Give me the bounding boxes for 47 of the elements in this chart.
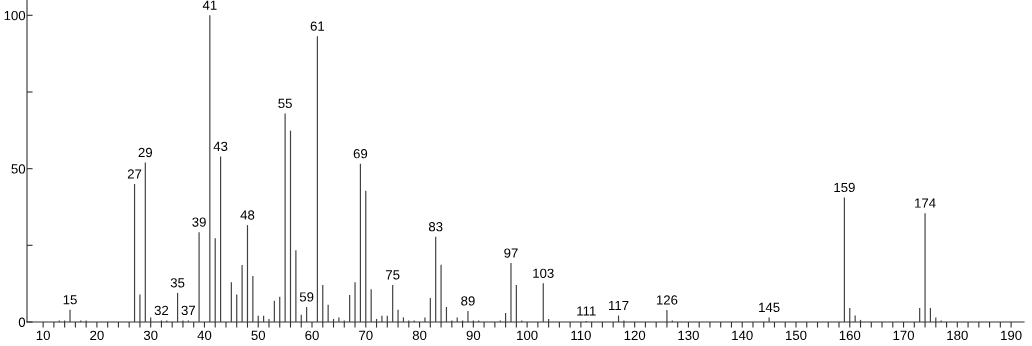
annotation: 75 bbox=[386, 270, 400, 280]
x-tick-label: 30 bbox=[143, 330, 158, 341]
x-tick-label: 130 bbox=[678, 330, 699, 341]
annotation: 55 bbox=[278, 98, 292, 109]
annotation: 61 bbox=[310, 21, 325, 31]
annotation: 15 bbox=[63, 295, 77, 305]
annotation: 48 bbox=[240, 210, 255, 220]
y-tick-label: 0 bbox=[18, 317, 26, 327]
x-tick-label: 80 bbox=[412, 330, 427, 341]
annotation: 35 bbox=[170, 278, 185, 288]
annotation: 117 bbox=[609, 300, 629, 311]
x-tick-label: 160 bbox=[839, 330, 861, 341]
annotation: 174 bbox=[915, 198, 936, 208]
x-tick-label: 100 bbox=[517, 330, 538, 341]
annotation: 43 bbox=[213, 141, 228, 152]
annotation: 126 bbox=[656, 295, 678, 305]
annotation: 39 bbox=[192, 217, 206, 227]
x-tick-label: 50 bbox=[251, 330, 266, 341]
x-tick-label: 180 bbox=[947, 330, 968, 341]
x-tick-label: 60 bbox=[305, 330, 319, 341]
x-tick-label: 140 bbox=[732, 330, 753, 341]
x-tick-label: 150 bbox=[785, 330, 807, 341]
x-tick-label: 110 bbox=[571, 330, 591, 341]
y-tick-label: 100 bbox=[4, 10, 26, 21]
annotation: 59 bbox=[299, 292, 314, 302]
annotation: 103 bbox=[533, 268, 554, 278]
y-tick-label: 50 bbox=[11, 164, 26, 174]
annotation: 27 bbox=[127, 169, 142, 179]
annotation: 97 bbox=[504, 248, 518, 258]
x-tick-label: 90 bbox=[466, 330, 481, 341]
x-tick-label: 40 bbox=[197, 330, 212, 341]
annotation: 111 bbox=[577, 306, 596, 316]
annotation: 145 bbox=[759, 302, 780, 313]
annotation: 83 bbox=[428, 222, 443, 232]
x-tick-label: 70 bbox=[359, 330, 373, 341]
annotation: 41 bbox=[202, 0, 217, 10]
annotation: 159 bbox=[834, 182, 855, 193]
x-tick-label: 120 bbox=[624, 330, 646, 341]
annotation: 29 bbox=[138, 147, 153, 158]
x-tick-label: 170 bbox=[893, 330, 915, 341]
x-tick-label: 190 bbox=[1001, 330, 1022, 341]
annotation: 89 bbox=[461, 296, 475, 306]
x-tick-label: 10 bbox=[36, 330, 50, 341]
annotation: 69 bbox=[353, 149, 368, 159]
annotation: 32 bbox=[154, 305, 169, 316]
annotation: 37 bbox=[181, 305, 195, 316]
x-tick-label: 20 bbox=[90, 330, 104, 341]
